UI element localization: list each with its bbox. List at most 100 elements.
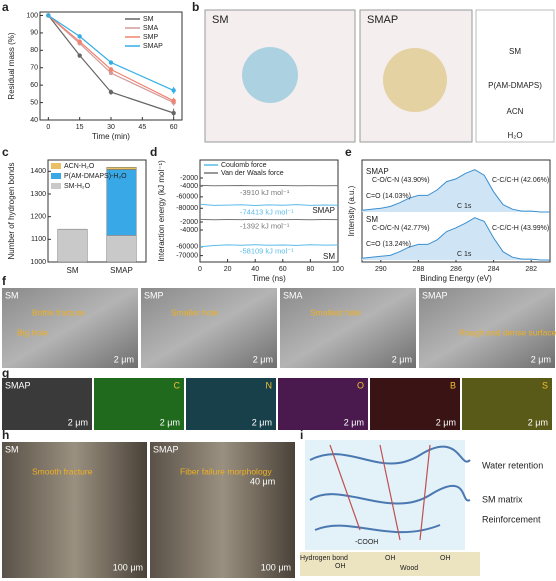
panel-label: g [2,366,9,380]
sem-image [141,288,277,368]
image-note: 40 μm [250,476,275,486]
map-label: O [357,380,364,390]
y-tick-label: -2000 [180,175,198,182]
sem-image [2,288,138,368]
image-note: Fiber failure morphology [180,466,272,476]
y-tick-label: -70000 [176,252,198,259]
y-tick-label: -4000 [180,183,198,190]
diagram-label: Reinforcement [482,514,541,524]
diagram-label: OH [335,563,346,570]
map-label: SMAP [5,380,31,390]
marker [46,13,51,18]
panel-label: e [345,145,352,159]
box-label: SM [212,14,229,26]
image-label: SMAP [422,290,448,300]
x-tick-label: 20 [224,266,232,273]
subplot-label: SM [323,252,335,261]
marker [171,88,176,93]
legend-label: P(AM-DMAPS)-H₂O [64,173,127,180]
panel-b: SM SMAP SM P(AM-DMAPS) ACN H₂O [204,9,555,143]
legend-text: H₂O [507,131,522,140]
x-tick-label: 60 [279,266,287,273]
scale-bar: 100 μm [261,562,291,572]
wood [300,552,480,576]
bar-segment [106,235,137,263]
x-tick-label: 15 [76,124,84,131]
marker [108,67,114,72]
molecule [383,48,447,112]
bar-segment [57,228,88,263]
image-note: Smooth fracture [32,466,93,476]
scale-bar: 2 μm [436,417,456,427]
x-tick-label: 30 [107,124,115,131]
x-axis-label: Binding Energy (eV) [420,274,492,283]
diagram-label: Wood [400,565,418,572]
y-tick-label: 40 [30,117,38,124]
legend-label: ACN-H₂O [64,163,95,170]
x-tick-label: 80 [307,266,315,273]
x-tick-label: 288 [413,266,425,273]
image-label: SMP [144,290,164,300]
panel-label: a [2,0,9,14]
sem-image [150,442,295,578]
y-axis-label: Intensity (a.u.) [347,185,356,236]
legend-label: SMA [143,25,159,32]
y-tick-label: -80000 [176,205,198,212]
x-tick-label: 290 [375,266,387,273]
image-note: Smallest hole [310,307,361,317]
sem-image [419,288,555,368]
image-label: SMAP [153,444,179,454]
diagram-label: Water retention [482,460,543,470]
panel-i [300,440,480,576]
diagram-label: Hydrogen bond [300,555,348,562]
marker [108,70,114,76]
x-tick-label: SM [67,266,79,275]
eds-map [94,378,184,430]
x-axis-label: Time (ns) [252,274,286,283]
map-label: N [266,380,273,390]
bar-segment [106,167,137,170]
peak-label: C-C/C-H (43.99%) [492,225,549,232]
eds-map [278,378,368,430]
scale-bar: 2 μm [114,354,134,364]
series-line [48,15,174,102]
sem-image [280,288,416,368]
y-tick-label: 1300 [30,191,46,198]
legend-swatch [51,173,61,179]
legend-swatch [51,163,61,169]
scale-bar: 2 μm [160,417,180,427]
x-axis-label: Time (min) [92,132,130,141]
image-note: Rough and dense surface [459,327,556,337]
legend-label: SMP [143,34,159,41]
bar-segment [106,169,137,236]
plot-frame [39,11,183,121]
scale-bar: 2 μm [531,354,551,364]
marker [171,110,176,116]
x-tick-label: 0 [198,266,202,273]
x-tick-label: 40 [251,266,259,273]
panel-label: h [2,428,9,442]
marker [108,89,114,95]
plot-frame [199,159,339,263]
x-tick-label: 60 [170,124,178,131]
x-tick-label: 0 [46,124,50,131]
legend-text: P(AM-DMAPS) [488,81,542,90]
marker [77,53,82,58]
annotation: -3910 kJ mol⁻¹ [240,188,290,197]
legend-text: SM [509,47,521,56]
spectrum-label: SM [366,215,378,224]
peak-label: C=O (14.03%) [366,193,411,200]
marker [108,60,114,65]
y-tick-label: 60 [30,82,38,89]
annotation: -58109 kJ mol⁻¹ [240,247,294,256]
legend-label: SM [143,16,154,23]
y-tick-label: 1400 [30,168,46,175]
marker [77,34,82,39]
sem-image [2,442,147,578]
scale-bar: 100 μm [113,562,143,572]
box-label: SMAP [367,14,398,26]
legend-text: ACN [507,107,524,116]
panel-label: b [192,0,199,14]
series-line [199,244,339,248]
legend-label: SMAP [143,43,163,50]
